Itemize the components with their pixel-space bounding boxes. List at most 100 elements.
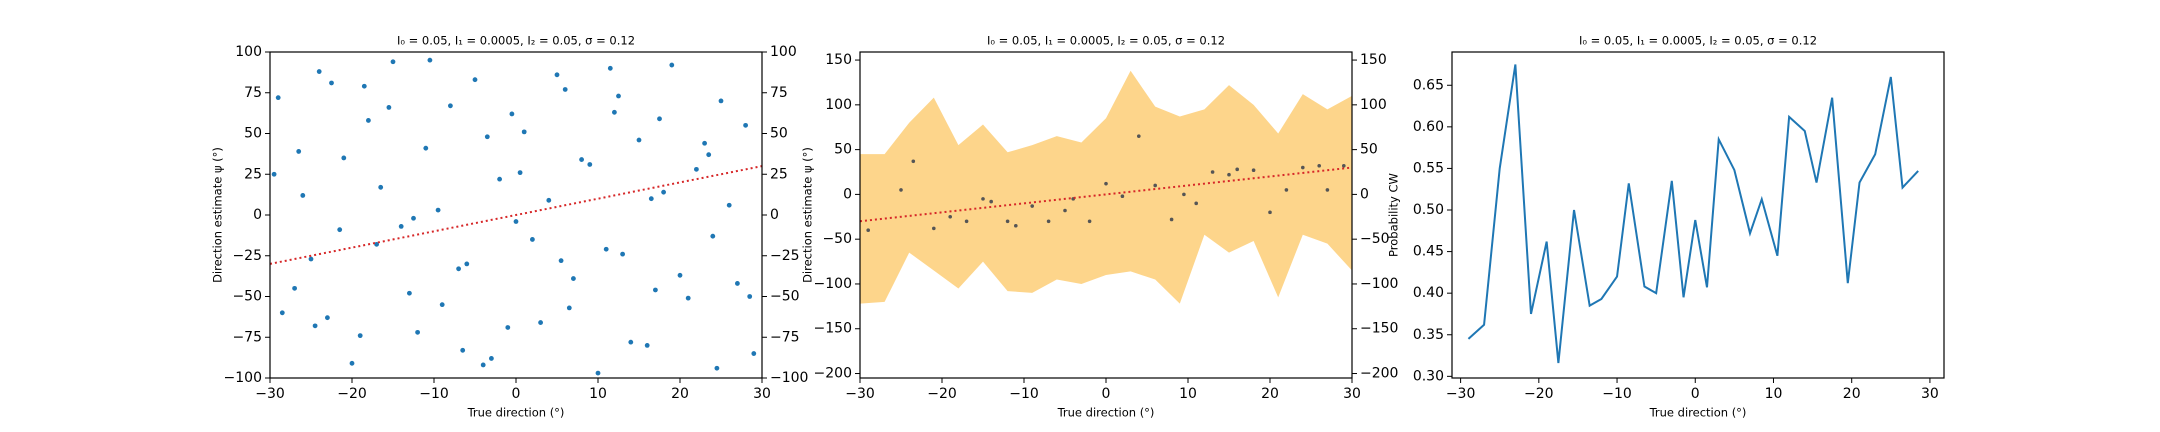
point — [316, 69, 322, 74]
y2-tick-label: −50 — [1360, 231, 1390, 247]
y-tick-label: −75 — [232, 329, 262, 345]
point — [677, 272, 683, 278]
x-tick-label: 20 — [671, 386, 689, 402]
plot-area — [1467, 64, 1919, 364]
point — [579, 157, 584, 162]
point — [743, 122, 748, 128]
point — [620, 251, 625, 257]
x-tick-label: −10 — [419, 386, 449, 402]
point — [484, 134, 490, 140]
y-tick-label: 0.45 — [1413, 244, 1444, 260]
x-tick-label: 10 — [1179, 386, 1197, 402]
point — [989, 199, 993, 204]
y-tick-label: 0 — [253, 207, 262, 223]
plot-area — [270, 57, 762, 376]
point — [390, 59, 396, 65]
y-tick-label: 100 — [825, 97, 852, 113]
y-tick-label: 50 — [834, 142, 852, 158]
x-axis-label: True direction (°) — [1649, 406, 1747, 420]
x-tick-label: −10 — [1602, 386, 1632, 402]
point — [718, 98, 724, 104]
point — [509, 111, 515, 117]
y2-tick-label: 75 — [770, 85, 788, 101]
y2-tick-label: 0 — [770, 207, 779, 223]
point — [653, 287, 658, 293]
point — [1284, 188, 1289, 192]
y2-tick-label: 150 — [1360, 52, 1387, 68]
point — [1120, 194, 1125, 198]
point — [423, 145, 429, 151]
point — [1227, 172, 1231, 177]
point — [546, 197, 552, 203]
point — [415, 329, 420, 335]
x-tick-label: 10 — [589, 386, 607, 402]
y-tick-label: 150 — [825, 52, 852, 68]
point — [669, 62, 675, 68]
point — [694, 166, 699, 172]
point — [661, 189, 666, 195]
x-tick-label: −30 — [255, 386, 285, 402]
y-tick-label: −100 — [224, 370, 262, 386]
point — [505, 325, 511, 330]
x-tick-label: −30 — [845, 386, 875, 402]
point — [685, 295, 691, 301]
point — [554, 72, 560, 78]
x-tick-label: 30 — [753, 386, 771, 402]
x-tick-label: −10 — [1009, 386, 1039, 402]
point — [616, 93, 621, 99]
point — [911, 159, 916, 164]
x-tick-label: 30 — [1343, 386, 1361, 402]
x-tick-label: −20 — [927, 386, 957, 402]
point — [714, 365, 720, 371]
point — [1342, 163, 1346, 168]
point — [497, 176, 502, 182]
y2-tick-label: −75 — [770, 329, 800, 345]
point — [1104, 181, 1108, 186]
y2-tick-label: 100 — [1360, 97, 1387, 113]
point — [571, 276, 576, 281]
point — [398, 224, 404, 229]
x-tick-label: −20 — [1524, 386, 1554, 402]
point — [312, 323, 318, 329]
point — [751, 351, 757, 356]
y-tick-label: 50 — [244, 126, 262, 142]
point — [1137, 134, 1141, 138]
point — [357, 333, 363, 339]
point — [349, 360, 355, 366]
point — [636, 137, 642, 143]
point — [702, 140, 707, 146]
point — [411, 215, 416, 221]
y-tick-label: 100 — [235, 44, 262, 60]
point — [1046, 219, 1051, 224]
x-tick-label: 10 — [1765, 386, 1783, 402]
point — [472, 77, 478, 83]
point — [587, 162, 593, 167]
point — [603, 246, 609, 252]
point — [366, 118, 371, 123]
point — [337, 227, 343, 233]
y-tick-label: 0.35 — [1413, 327, 1444, 343]
point — [981, 197, 985, 201]
point — [271, 171, 277, 177]
point — [595, 370, 601, 376]
point — [329, 80, 334, 86]
panel-title: I₀ = 0.05, I₁ = 0.0005, I₂ = 0.05, σ = 0… — [987, 34, 1225, 48]
point — [948, 214, 952, 219]
y-tick-label: −100 — [814, 276, 852, 292]
y2-tick-label: −25 — [770, 248, 800, 264]
point — [706, 152, 712, 158]
y2-tick-label: 25 — [770, 166, 788, 182]
x-tick-label: 0 — [512, 386, 521, 402]
point — [538, 320, 543, 325]
x-tick-label: 20 — [1261, 386, 1279, 402]
y2-tick-label: −100 — [770, 370, 808, 386]
point — [1087, 219, 1092, 224]
point — [648, 196, 654, 202]
point — [1063, 208, 1067, 213]
y-tick-label: 75 — [244, 85, 262, 101]
point — [374, 241, 379, 247]
panel: −30 −20 −10 0 10 20 30−200−150−100−50050100150… — [801, 34, 1399, 420]
y2-tick-label: 0 — [1360, 186, 1369, 202]
x-axis-label: True direction (°) — [1057, 406, 1155, 420]
point — [517, 170, 523, 176]
